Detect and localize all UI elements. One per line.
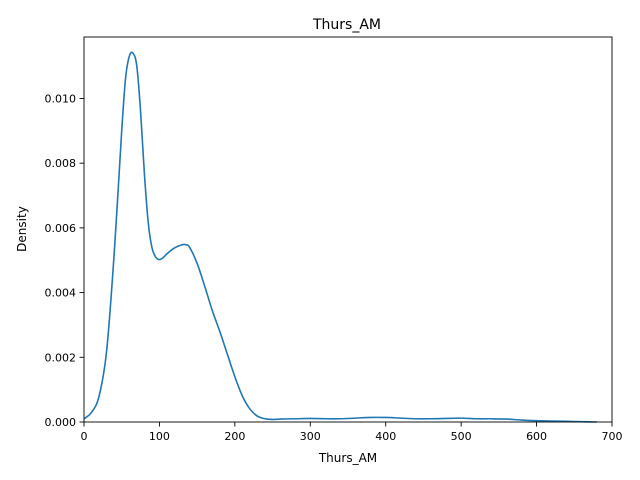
y-axis-label: Density bbox=[15, 206, 29, 252]
x-tick-label: 300 bbox=[300, 430, 321, 443]
y-tick-label: 0.008 bbox=[45, 157, 77, 170]
x-tick-label: 0 bbox=[81, 430, 88, 443]
x-tick-label: 700 bbox=[602, 430, 623, 443]
x-tick-label: 400 bbox=[375, 430, 396, 443]
y-tick-label: 0.000 bbox=[45, 416, 77, 429]
y-tick-label: 0.002 bbox=[45, 351, 77, 364]
y-tick-label: 0.004 bbox=[45, 287, 77, 300]
x-axis-ticks: 0 100 200 300 400 500 600 700 bbox=[81, 422, 623, 443]
x-tick-label: 200 bbox=[224, 430, 245, 443]
x-tick-label: 500 bbox=[451, 430, 472, 443]
x-axis-label: Thurs_AM bbox=[318, 451, 377, 465]
x-tick-label: 100 bbox=[149, 430, 170, 443]
chart-title: Thurs_AM bbox=[312, 17, 381, 33]
y-tick-label: 0.010 bbox=[45, 92, 77, 105]
y-axis-ticks: 0.000 0.002 0.004 0.006 0.008 0.010 bbox=[45, 92, 84, 429]
y-tick-label: 0.006 bbox=[45, 222, 77, 235]
density-line bbox=[83, 51, 597, 423]
x-tick-label: 600 bbox=[526, 430, 547, 443]
plot-frame bbox=[83, 36, 613, 423]
